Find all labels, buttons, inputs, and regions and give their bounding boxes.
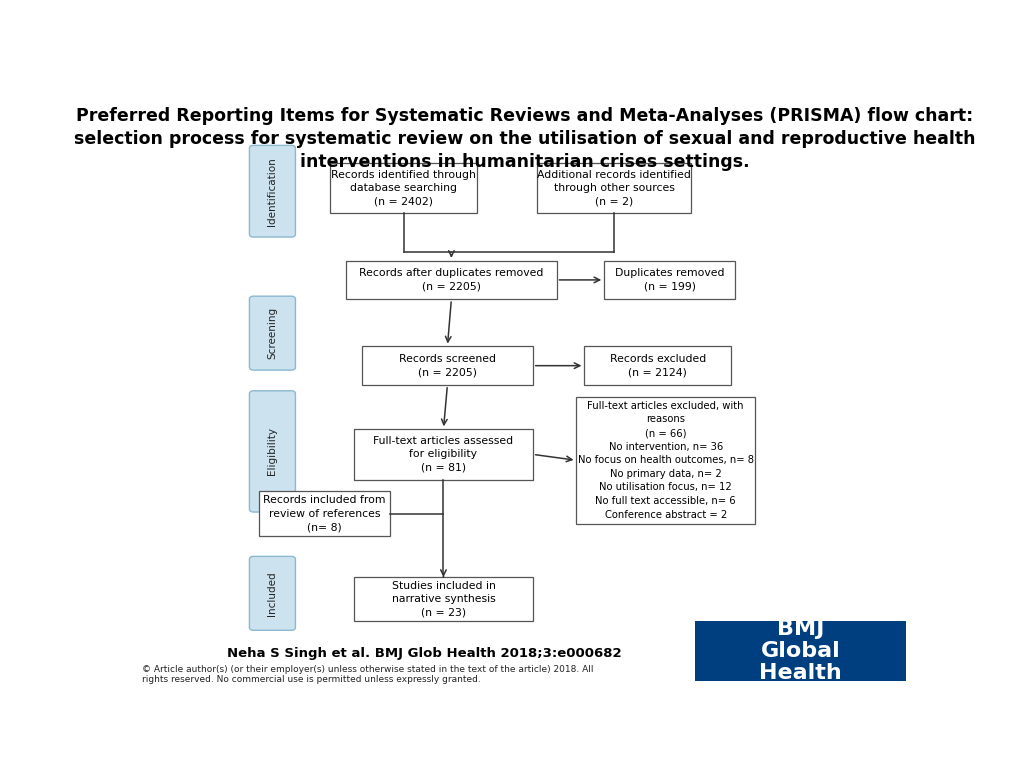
Text: Duplicates removed
(n = 199): Duplicates removed (n = 199) [614, 268, 724, 292]
Text: Full-text articles excluded, with
reasons
(n = 66)
No intervention, n= 36
No foc: Full-text articles excluded, with reason… [578, 401, 754, 520]
Text: Eligibility: Eligibility [267, 428, 278, 475]
FancyBboxPatch shape [346, 260, 557, 299]
Text: Full-text articles assessed
for eligibility
(n = 81): Full-text articles assessed for eligibil… [374, 435, 513, 473]
Text: Records after duplicates removed
(n = 2205): Records after duplicates removed (n = 22… [359, 268, 544, 292]
FancyBboxPatch shape [362, 346, 532, 385]
FancyBboxPatch shape [259, 492, 390, 536]
Text: Neha S Singh et al. BMJ Glob Health 2018;3:e000682: Neha S Singh et al. BMJ Glob Health 2018… [227, 647, 622, 660]
FancyBboxPatch shape [250, 296, 296, 370]
FancyBboxPatch shape [695, 621, 905, 680]
FancyBboxPatch shape [585, 346, 731, 385]
FancyBboxPatch shape [604, 260, 735, 299]
Text: Screening: Screening [267, 307, 278, 359]
Text: Preferred Reporting Items for Systematic Reviews and Meta-Analyses (PRISMA) flow: Preferred Reporting Items for Systematic… [74, 107, 976, 170]
FancyBboxPatch shape [354, 577, 532, 621]
Text: Studies included in
narrative synthesis
(n = 23): Studies included in narrative synthesis … [391, 581, 496, 617]
FancyBboxPatch shape [537, 163, 691, 214]
Text: Identification: Identification [267, 157, 278, 226]
FancyBboxPatch shape [250, 145, 296, 237]
FancyBboxPatch shape [331, 163, 477, 214]
Text: Records excluded
(n = 2124): Records excluded (n = 2124) [609, 354, 706, 377]
Text: BMJ
Global
Health: BMJ Global Health [759, 618, 842, 684]
Text: Records identified through
database searching
(n = 2402): Records identified through database sear… [332, 170, 476, 207]
FancyBboxPatch shape [250, 391, 296, 512]
Text: © Article author(s) (or their employer(s) unless otherwise stated in the text of: © Article author(s) (or their employer(s… [142, 664, 594, 684]
FancyBboxPatch shape [354, 429, 532, 479]
Text: Records screened
(n = 2205): Records screened (n = 2205) [399, 354, 496, 377]
FancyBboxPatch shape [250, 556, 296, 631]
FancyBboxPatch shape [577, 397, 755, 524]
Text: Additional records identified
through other sources
(n = 2): Additional records identified through ot… [538, 170, 691, 207]
Text: Included: Included [267, 571, 278, 616]
Text: Records included from
review of references
(n= 8): Records included from review of referenc… [263, 495, 386, 532]
